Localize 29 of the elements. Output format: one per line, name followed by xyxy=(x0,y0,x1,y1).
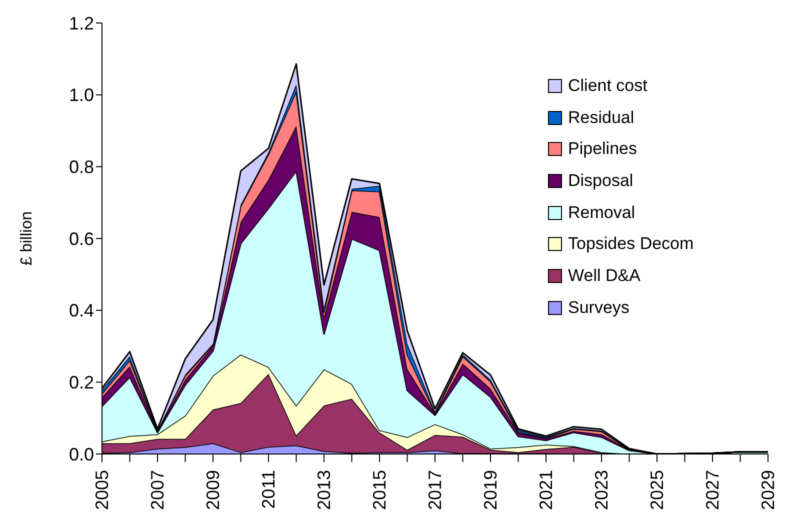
x-tick-label: 2017 xyxy=(425,470,445,510)
x-tick-label: 2007 xyxy=(148,470,168,510)
legend-label: Well D&A xyxy=(568,266,640,286)
legend-label: Pipelines xyxy=(568,139,637,160)
x-tick-label: 2015 xyxy=(370,470,390,510)
x-tick-label: 2013 xyxy=(314,470,334,510)
legend-label: Topsides Decom xyxy=(568,234,694,254)
legend-label: Residual xyxy=(568,108,634,128)
legend-label: Disposal xyxy=(568,170,634,191)
y-tick-label: 1.0 xyxy=(68,85,94,106)
y-tick-label: 0.6 xyxy=(68,228,94,249)
x-tick-label: 2021 xyxy=(536,470,556,510)
y-tick-label: 0.8 xyxy=(68,157,94,178)
x-tick-label: 2009 xyxy=(203,470,223,510)
legend-label: Removal xyxy=(568,202,636,223)
x-tick-label: 2029 xyxy=(758,470,778,510)
legend-label: Surveys xyxy=(568,298,630,318)
x-tick-label: 2025 xyxy=(647,470,667,510)
y-tick-label: 0.0 xyxy=(68,444,94,464)
legend-label: Client cost xyxy=(568,76,648,96)
x-tick-label: 2011 xyxy=(258,470,278,509)
x-tick-label: 2023 xyxy=(592,470,612,510)
y-axis-title: £ billion xyxy=(18,211,36,266)
x-tick-label: 2027 xyxy=(702,470,722,510)
y-tick-label: 1.2 xyxy=(68,13,94,34)
y-tick-label: 0.2 xyxy=(68,372,94,393)
x-tick-label: 2019 xyxy=(480,470,500,510)
x-tick-label: 2005 xyxy=(92,470,112,510)
y-tick-label: 0.4 xyxy=(68,300,94,321)
